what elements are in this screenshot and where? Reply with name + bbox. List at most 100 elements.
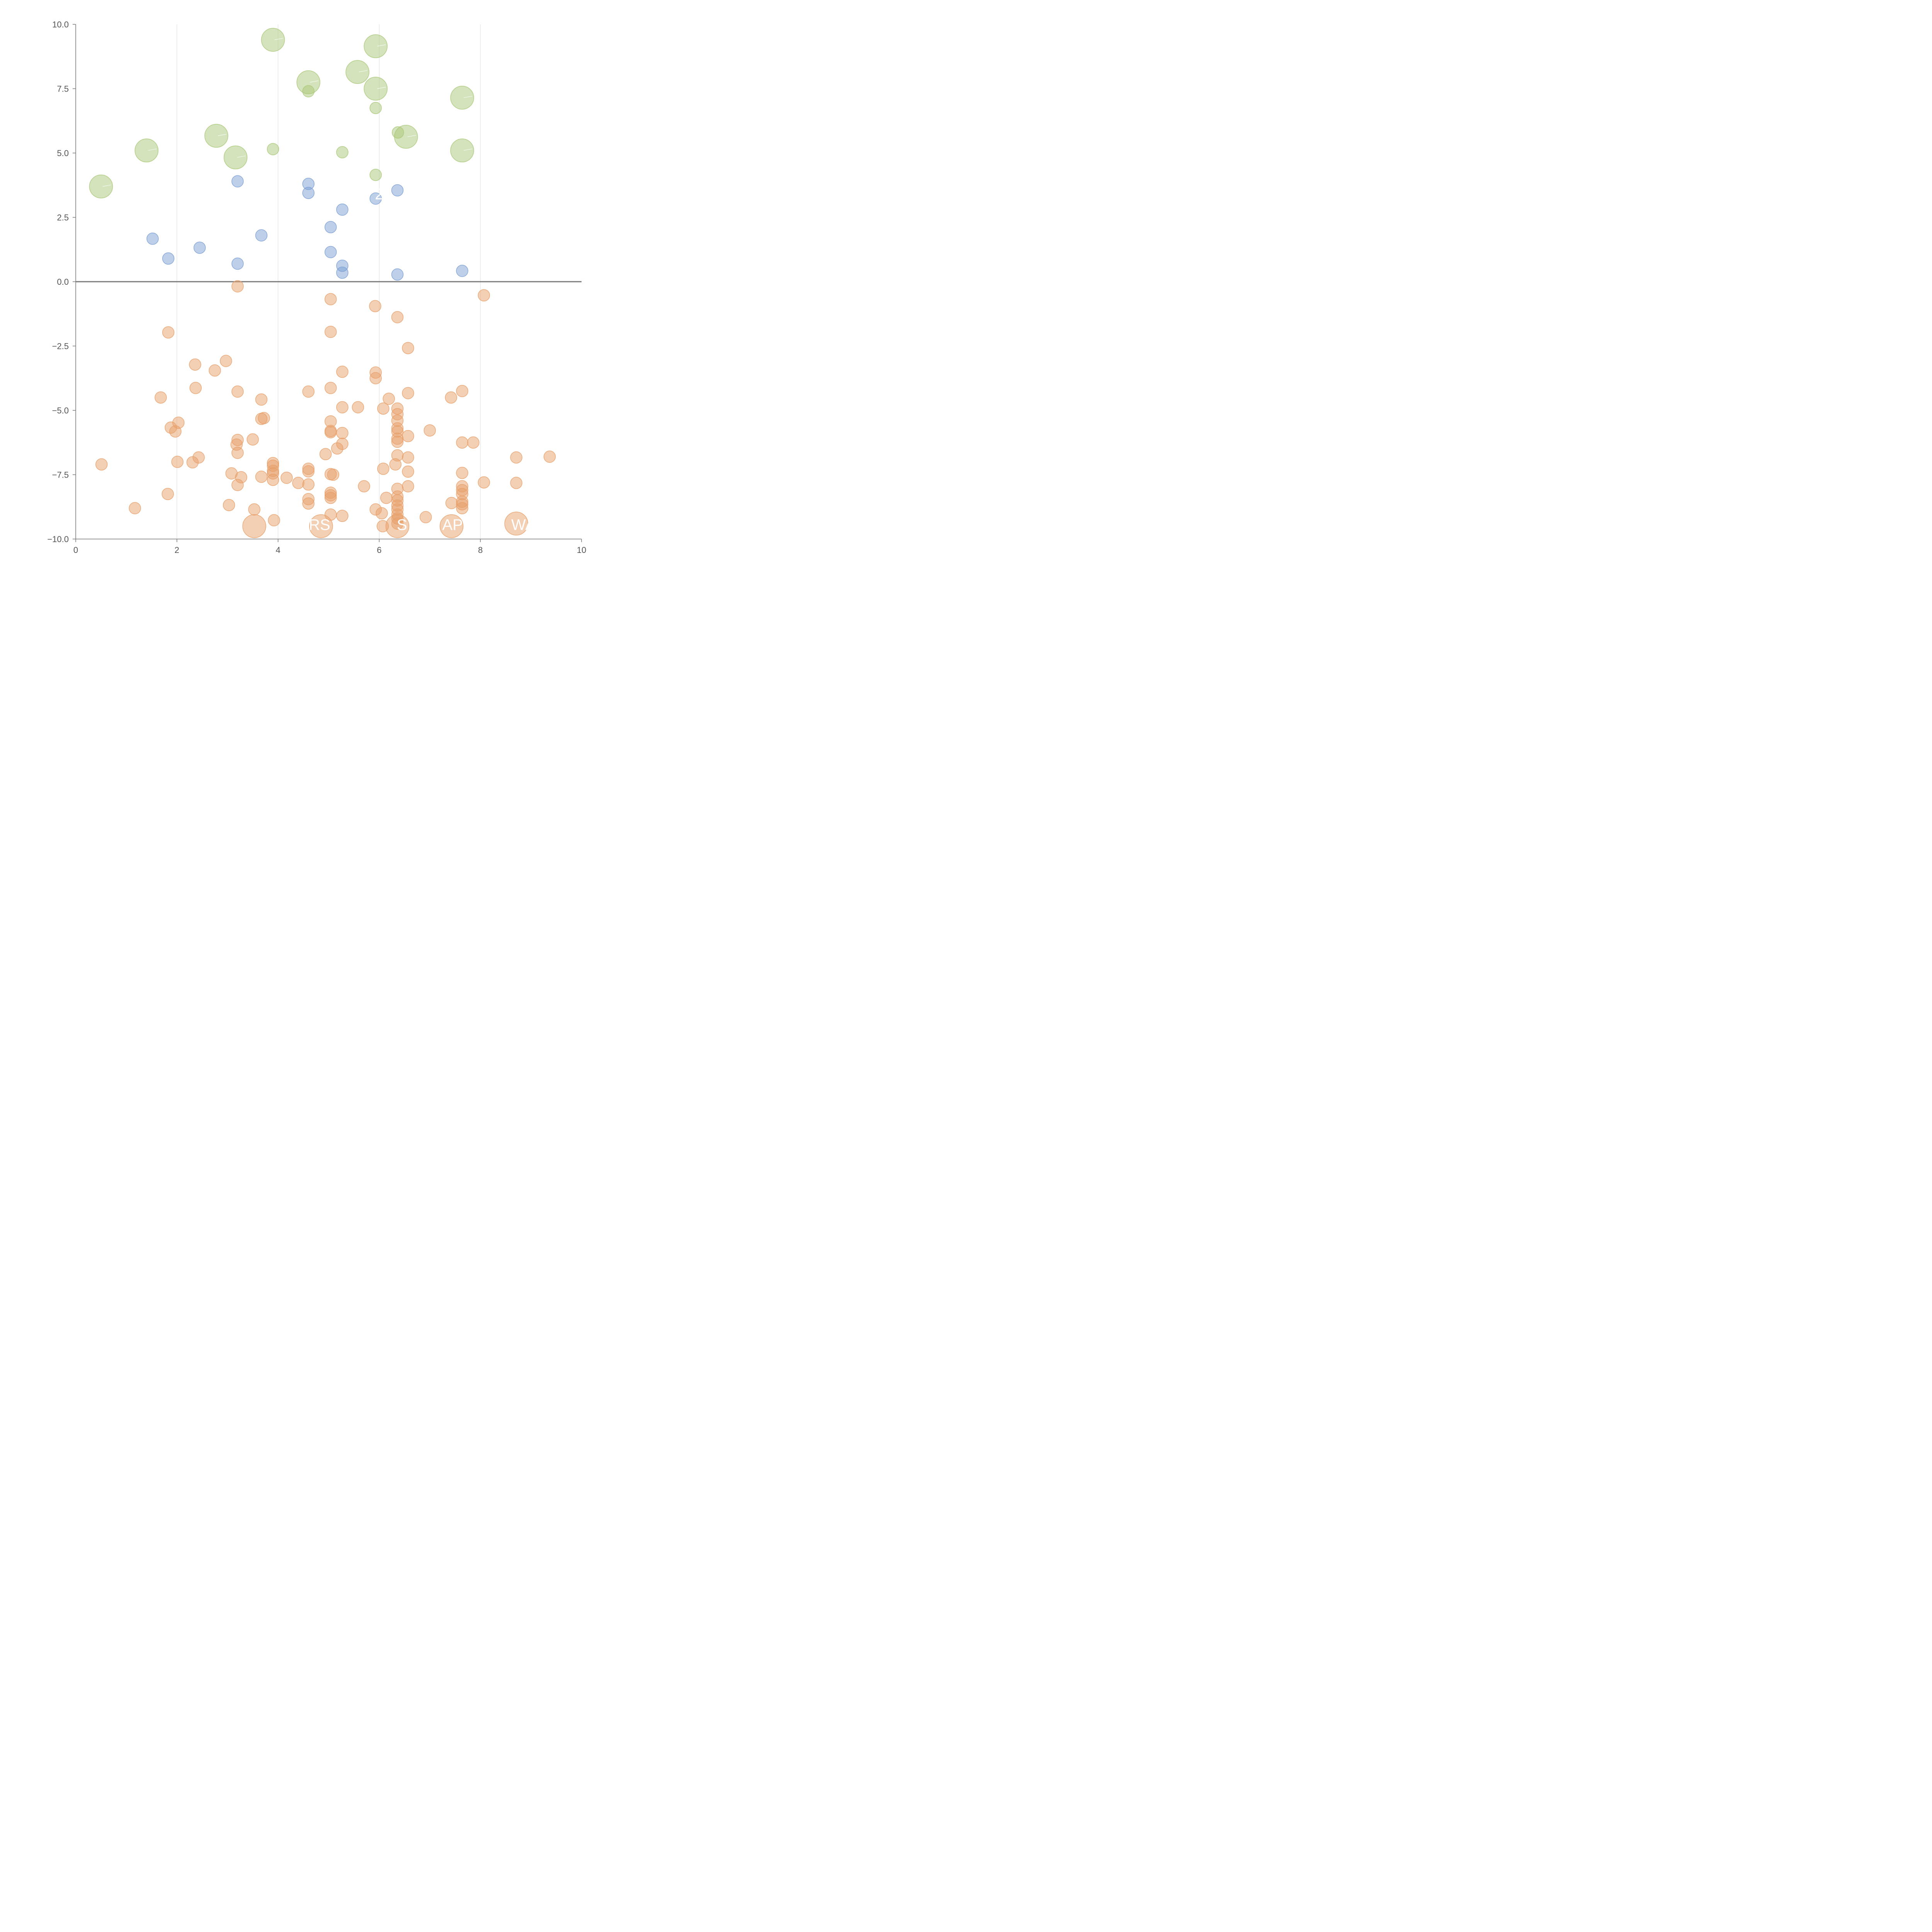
y-tick-label: 7.5 xyxy=(57,84,69,94)
green-point xyxy=(134,138,159,163)
blue-point xyxy=(391,268,404,281)
orange-point xyxy=(369,372,382,384)
point-leader-line xyxy=(148,148,157,151)
orange-point xyxy=(543,451,556,463)
orange-point xyxy=(352,401,364,413)
orange-point xyxy=(189,382,202,394)
orange-point xyxy=(235,471,247,483)
orange-point xyxy=(377,402,389,415)
annotation-label: AP xyxy=(442,517,463,534)
orange-point xyxy=(402,451,414,464)
blue-point xyxy=(324,221,337,233)
orange-point xyxy=(456,502,468,514)
point-leader-line xyxy=(359,70,368,72)
orange-point xyxy=(336,366,349,378)
point-leader-line xyxy=(218,134,227,136)
point-leader-line xyxy=(377,44,386,47)
y-tick-label: −2.5 xyxy=(52,342,69,351)
orange-point xyxy=(258,412,270,424)
green-point xyxy=(394,125,418,149)
orange-point xyxy=(248,503,260,516)
orange-point xyxy=(172,417,185,429)
green-point xyxy=(302,85,315,97)
y-tick-label: −10.0 xyxy=(47,534,69,544)
green-point xyxy=(364,77,388,101)
blue-point xyxy=(391,184,404,197)
orange-point xyxy=(327,468,340,481)
orange-point xyxy=(324,382,337,394)
orange-point xyxy=(231,280,244,293)
blue-point xyxy=(231,257,244,270)
orange-point xyxy=(302,465,315,478)
green-point xyxy=(267,143,279,155)
point-leader-line xyxy=(274,38,283,40)
orange-point xyxy=(402,387,414,400)
y-tick-label: 2.5 xyxy=(57,213,69,223)
y-tick-label: 5.0 xyxy=(57,148,69,158)
orange-point xyxy=(155,391,167,404)
orange-point xyxy=(445,391,457,404)
y-tick-label: 10.0 xyxy=(52,20,69,29)
orange-point xyxy=(220,355,232,367)
blue-point xyxy=(369,192,382,205)
orange-point xyxy=(504,512,528,536)
orange-point xyxy=(478,289,490,302)
blue-point xyxy=(231,175,244,188)
green-point xyxy=(450,138,474,163)
blue-point xyxy=(302,187,315,199)
orange-point xyxy=(302,478,315,491)
orange-point xyxy=(162,326,175,338)
green-point xyxy=(345,60,369,84)
x-tick-label: 8 xyxy=(478,545,483,555)
annotation-label: 2 xyxy=(375,186,383,203)
blue-point xyxy=(162,252,175,265)
x-tick-label: 6 xyxy=(377,545,381,555)
orange-point xyxy=(324,426,337,439)
orange-point xyxy=(478,476,490,489)
orange-point xyxy=(336,437,349,450)
orange-point xyxy=(192,451,205,464)
blue-point xyxy=(255,229,268,242)
orange-point xyxy=(223,499,235,511)
point-leader-line xyxy=(310,80,319,83)
green-point xyxy=(89,174,113,199)
point-leader-line xyxy=(407,135,416,137)
orange-point xyxy=(402,480,414,493)
orange-point xyxy=(231,385,244,398)
orange-point xyxy=(95,458,108,471)
green-point xyxy=(204,124,228,148)
orange-point xyxy=(376,507,388,520)
orange-point xyxy=(309,514,333,538)
orange-point xyxy=(369,300,381,313)
green-point xyxy=(261,28,285,52)
blue-point xyxy=(146,233,159,245)
y-tick-label: −5.0 xyxy=(52,406,69,415)
orange-point xyxy=(268,514,280,527)
axes xyxy=(73,24,582,542)
green-point xyxy=(450,86,474,110)
orange-point xyxy=(247,433,259,446)
green-point xyxy=(369,168,382,181)
point-leader-line xyxy=(102,184,111,187)
orange-point xyxy=(391,311,404,323)
orange-point xyxy=(402,465,414,478)
y-tick-label: 0.0 xyxy=(57,277,69,287)
blue-point xyxy=(456,265,468,277)
point-leader-line xyxy=(377,87,386,89)
blue-point xyxy=(336,203,349,216)
x-tick-label: 10 xyxy=(577,545,586,555)
orange-point xyxy=(292,477,304,489)
orange-point xyxy=(242,514,266,538)
tick-labels: 0 2 4 6 8 10 −10.0 −7.5 −5.0 −2.5 0.0 2.5 5.0 7.5 10.0 xyxy=(47,20,586,555)
orange-point xyxy=(423,424,436,437)
overlay-labels: RS S AP WA 2 xyxy=(309,186,536,534)
scatter-chart: 0 2 4 6 8 10 −10.0 −7.5 −5.0 −2.5 0.0 2.5 5.0 7.5 10.0… xyxy=(47,20,586,555)
orange-point xyxy=(324,293,337,306)
x-tick-label: 4 xyxy=(276,545,280,555)
orange-point xyxy=(445,497,458,509)
orange-point xyxy=(456,467,468,479)
orange-point xyxy=(467,436,480,449)
orange-point xyxy=(171,456,184,468)
orange-point xyxy=(456,385,468,397)
green-point xyxy=(336,146,349,158)
